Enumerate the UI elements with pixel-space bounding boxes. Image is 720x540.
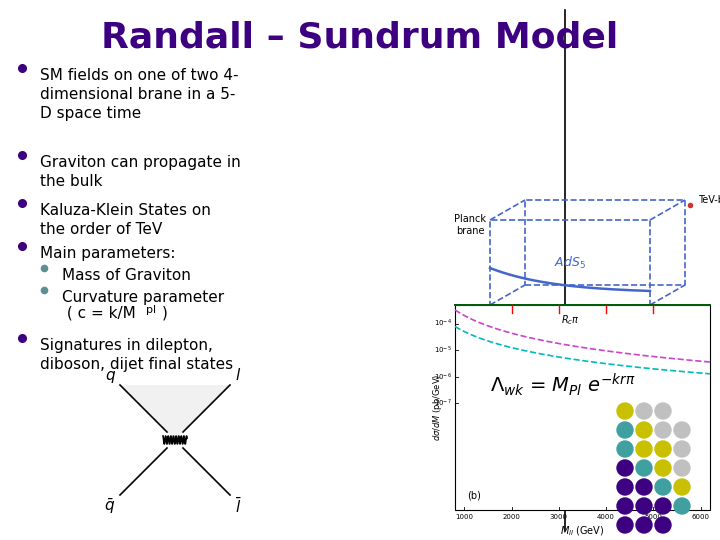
Circle shape <box>636 460 652 476</box>
Circle shape <box>636 479 652 495</box>
Circle shape <box>655 403 671 419</box>
Text: ): ) <box>162 305 168 320</box>
Circle shape <box>655 460 671 476</box>
Circle shape <box>655 517 671 533</box>
Text: $\bar{l}$: $\bar{l}$ <box>235 497 241 516</box>
Text: $d\sigma/dM$ (pb/GeV): $d\sigma/dM$ (pb/GeV) <box>431 374 444 441</box>
Circle shape <box>674 498 690 514</box>
Circle shape <box>636 422 652 438</box>
Text: Signatures in dilepton,
diboson, dijet final states: Signatures in dilepton, diboson, dijet f… <box>40 338 233 372</box>
Circle shape <box>655 422 671 438</box>
Text: $M_{ll}$ (GeV): $M_{ll}$ (GeV) <box>560 524 605 538</box>
Text: $AdS_5$: $AdS_5$ <box>554 254 586 271</box>
Text: $10^{-7}$: $10^{-7}$ <box>434 398 452 409</box>
Text: 6000: 6000 <box>691 514 709 520</box>
Text: $\bar{q}$: $\bar{q}$ <box>104 497 115 516</box>
Text: Graviton can propagate in
the bulk: Graviton can propagate in the bulk <box>40 155 240 189</box>
Circle shape <box>617 498 633 514</box>
Text: Planck
brane: Planck brane <box>454 214 486 236</box>
Text: Mass of Graviton: Mass of Graviton <box>62 268 191 283</box>
Text: Main parameters:: Main parameters: <box>40 246 176 261</box>
Text: $10^{-6}$: $10^{-6}$ <box>434 371 452 382</box>
Circle shape <box>655 479 671 495</box>
Circle shape <box>655 498 671 514</box>
Text: 4000: 4000 <box>597 514 615 520</box>
Circle shape <box>636 403 652 419</box>
Text: 5000: 5000 <box>644 514 662 520</box>
Text: $\Lambda_{wk}$ = $M_{Pl}$ $e^{-kr\pi}$: $\Lambda_{wk}$ = $M_{Pl}$ $e^{-kr\pi}$ <box>490 372 636 399</box>
Circle shape <box>636 517 652 533</box>
Circle shape <box>617 460 633 476</box>
Text: q: q <box>105 368 115 383</box>
Text: Curvature parameter: Curvature parameter <box>62 290 224 305</box>
Circle shape <box>674 460 690 476</box>
Circle shape <box>636 441 652 457</box>
Circle shape <box>617 422 633 438</box>
Text: Randall – Sundrum Model: Randall – Sundrum Model <box>102 20 618 54</box>
Circle shape <box>617 479 633 495</box>
Text: $10^{-4}$: $10^{-4}$ <box>434 318 452 329</box>
Circle shape <box>674 441 690 457</box>
Text: 1000: 1000 <box>456 514 474 520</box>
Circle shape <box>636 498 652 514</box>
Bar <box>455 305 710 510</box>
Text: l: l <box>235 368 239 383</box>
Polygon shape <box>120 385 230 440</box>
Text: (b): (b) <box>467 490 481 500</box>
Text: SM fields on one of two 4-
dimensional brane in a 5-
D space time: SM fields on one of two 4- dimensional b… <box>40 68 238 122</box>
Circle shape <box>674 479 690 495</box>
Text: Kaluza-Klein States on
the order of TeV: Kaluza-Klein States on the order of TeV <box>40 203 211 237</box>
Text: TeV-brane: TeV-brane <box>698 195 720 205</box>
Circle shape <box>617 403 633 419</box>
Circle shape <box>655 441 671 457</box>
Text: ( c = k/M: ( c = k/M <box>62 305 136 320</box>
Circle shape <box>617 517 633 533</box>
Text: 2000: 2000 <box>503 514 521 520</box>
Text: pl: pl <box>146 305 156 315</box>
Circle shape <box>674 422 690 438</box>
Circle shape <box>617 441 633 457</box>
Text: 3000: 3000 <box>550 514 568 520</box>
Text: $R_c\pi$: $R_c\pi$ <box>561 313 580 327</box>
Text: $10^{-5}$: $10^{-5}$ <box>434 345 452 356</box>
